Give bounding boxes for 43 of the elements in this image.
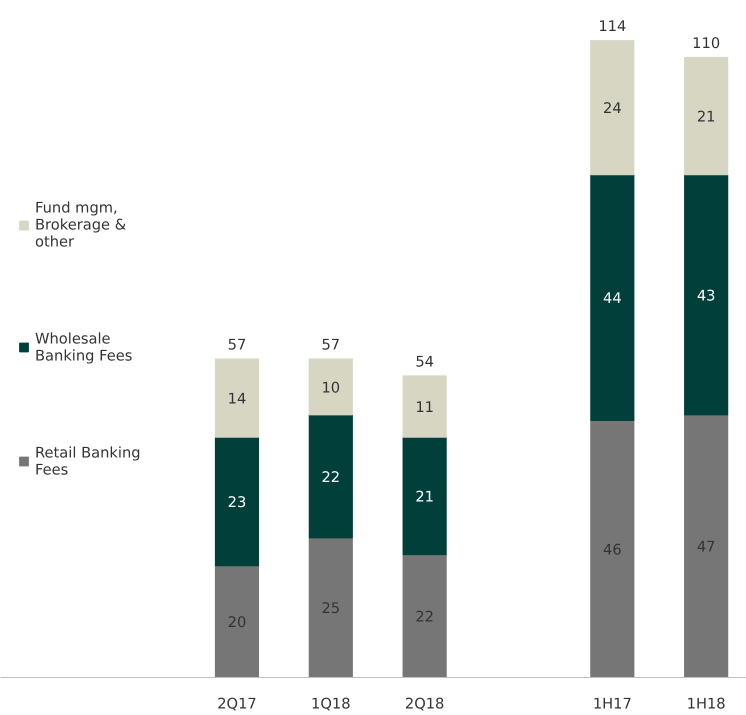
- bar: [214, 436, 260, 566]
- bar: [214, 358, 260, 438]
- bar: [308, 537, 353, 678]
- bar: [590, 174, 634, 422]
- x-tick-label: 2Q17: [217, 696, 257, 712]
- bar: [308, 414, 353, 538]
- data-label: 14: [228, 390, 246, 408]
- x-tick-label: 1H18: [686, 696, 726, 712]
- legend-label: Retail Banking Fees: [35, 444, 142, 478]
- data-label: 22: [415, 608, 434, 626]
- bar: [308, 358, 353, 416]
- data-label: 11: [415, 399, 434, 416]
- data-label: 21: [696, 108, 716, 126]
- bar: [590, 420, 634, 678]
- x-tick-label: 1H17: [592, 696, 632, 712]
- legend-label: Wholesale Banking Fees: [35, 330, 134, 364]
- data-label: 20: [228, 614, 246, 632]
- bar: [402, 554, 447, 678]
- total-label: 110: [692, 34, 720, 52]
- bar: [402, 436, 447, 556]
- bar: [214, 565, 260, 678]
- bar: [402, 375, 447, 438]
- total-label: 57: [321, 336, 340, 354]
- data-label: 22: [321, 468, 340, 486]
- data-label: 24: [602, 100, 622, 118]
- total-label: 54: [415, 353, 434, 370]
- total-label: 57: [228, 336, 246, 354]
- data-label: 43: [696, 287, 716, 304]
- bar: [684, 414, 728, 678]
- x-tick-label: 2Q18: [404, 696, 444, 712]
- data-label: 46: [602, 542, 622, 559]
- bar: [684, 56, 728, 176]
- data-label: 21: [415, 488, 434, 506]
- data-label: 47: [696, 538, 716, 556]
- total-label: 114: [598, 18, 626, 36]
- legend-label: Fund mgm, Brokerage & other: [35, 199, 128, 250]
- data-label: 10: [321, 379, 340, 396]
- data-label: 44: [602, 290, 622, 308]
- data-label: 25: [321, 600, 340, 618]
- bar: [590, 40, 634, 176]
- bar: [684, 174, 728, 416]
- data-label: 23: [228, 494, 246, 512]
- x-tick-label: 1Q18: [311, 696, 351, 712]
